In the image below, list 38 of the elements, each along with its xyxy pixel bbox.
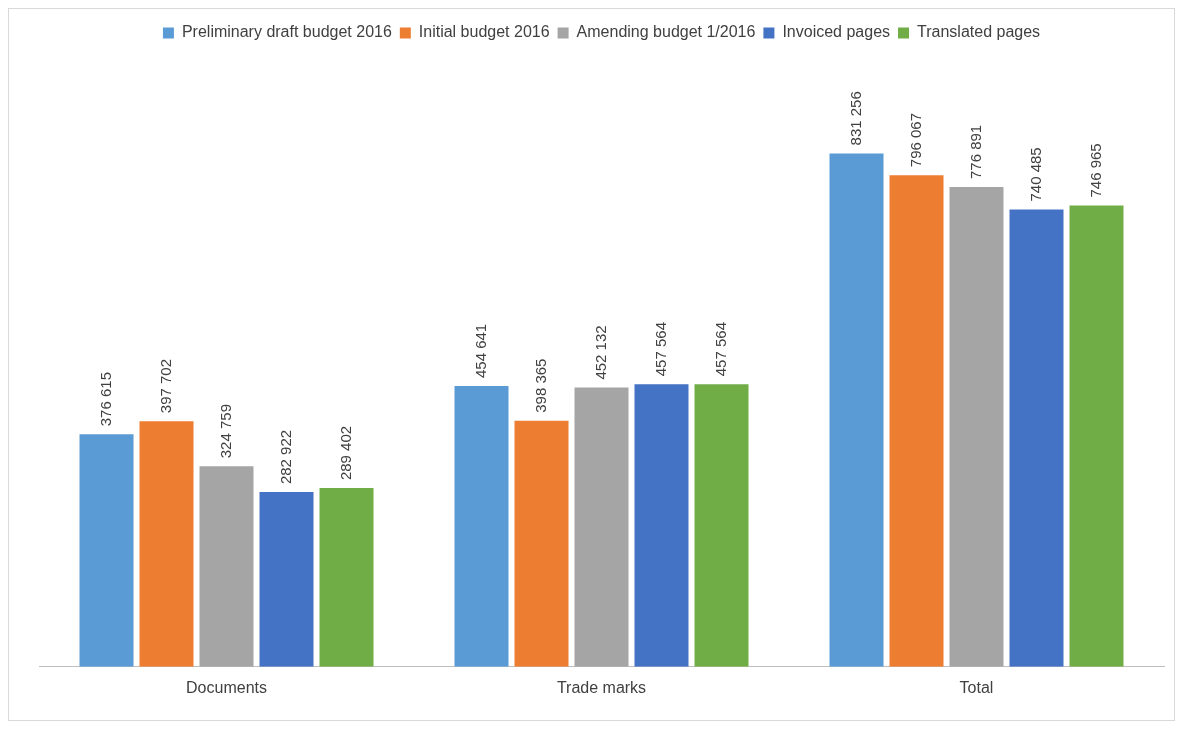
data-label: 289 402 [336,425,354,481]
data-label: 282 922 [276,429,294,485]
x-tick-label: Documents [186,678,267,696]
bar [1069,205,1124,667]
data-label: 740 485 [1026,147,1044,202]
data-label: 376 615 [96,371,114,427]
data-label: 324 759 [216,404,234,459]
data-label: 831 256 [846,91,864,146]
data-label: 457 564 [651,321,669,377]
legend-label: Amending budget 1/2016 [576,23,756,41]
bar [829,153,884,667]
bar [574,387,629,667]
bar [1009,209,1064,667]
legend-label: Initial budget 2016 [418,23,550,41]
legend-label: Translated pages [917,23,1041,41]
bar [79,434,134,667]
bar [889,175,944,667]
data-label: 796 067 [906,112,924,168]
data-label: 397 702 [156,358,174,414]
data-label: 746 965 [1086,143,1104,198]
bar [634,384,689,667]
data-label: 452 132 [591,325,609,380]
data-label: 776 891 [966,124,984,180]
data-label: 398 365 [531,358,549,413]
data-label: 454 641 [471,323,489,379]
x-tick-label: Total [959,678,994,696]
legend-label: Preliminary draft budget 2016 [181,23,392,41]
x-tick-label: Trade marks [556,678,647,696]
bar [319,488,374,667]
bar [514,420,569,667]
bar [949,187,1004,667]
bar [259,492,314,667]
bar [694,384,749,667]
bar [139,421,194,667]
bar [454,386,509,667]
data-label: 457 564 [711,321,729,377]
bar [199,466,254,667]
legend-label: Invoiced pages [782,23,891,41]
